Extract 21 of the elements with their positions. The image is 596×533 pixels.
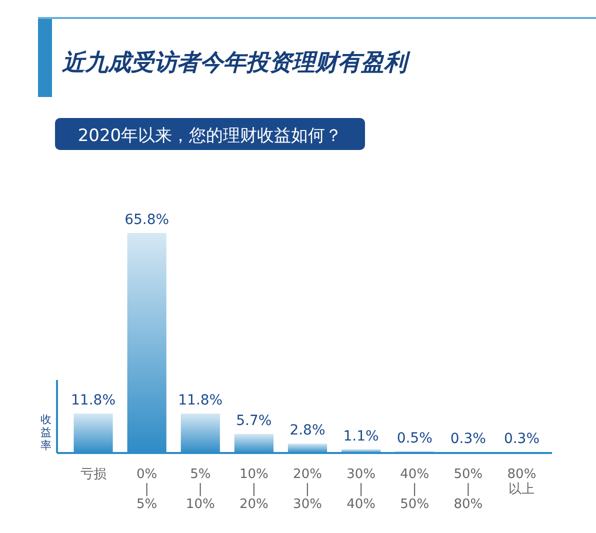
data-label: 2.8% [290, 422, 326, 439]
y-axis-title: 收益率 [40, 413, 52, 452]
chart-subtitle: 2020年以来，您的理财收益如何？ [78, 126, 342, 146]
data-label: 5.7% [236, 412, 272, 429]
x-tick-label: 5% | 10% [186, 467, 215, 512]
x-tick-label: 0% | 5% [136, 467, 158, 512]
x-tick-label: 30% | 40% [346, 467, 376, 512]
data-label: 0.3% [504, 430, 540, 447]
x-tick-label: 亏损 [80, 467, 106, 482]
data-label: 65.8% [124, 212, 170, 228]
data-label: 0.5% [396, 430, 432, 446]
data-label: 0.3% [450, 430, 486, 447]
x-tick-label: 50% | 80% [454, 467, 483, 512]
data-label: 1.1% [343, 428, 379, 444]
x-tick-label: 10% | 20% [239, 467, 268, 512]
x-tick-label: 80% 以上 [507, 467, 536, 497]
data-label: 11.8% [71, 392, 116, 409]
x-tick-label: 40% | 50% [400, 467, 430, 512]
x-tick-label: 20% | 30% [293, 467, 322, 512]
data-label: 11.8% [178, 392, 223, 409]
chart-title: 近九成受访者今年投资理财有盈利 [61, 49, 411, 76]
